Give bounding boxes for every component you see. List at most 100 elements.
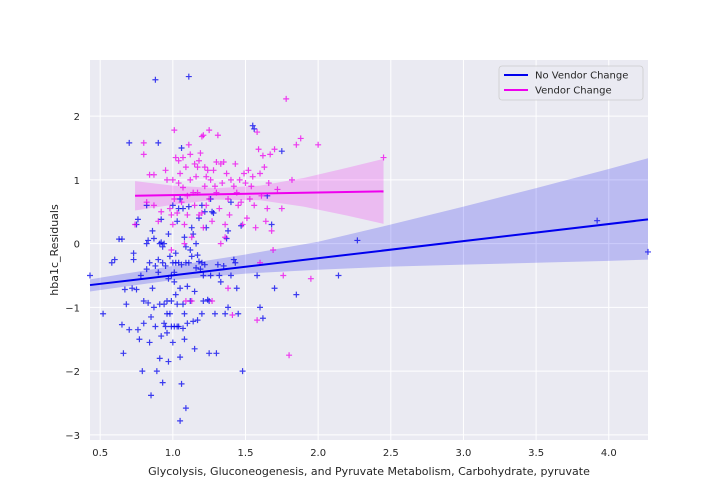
point-series-0 [87, 272, 93, 279]
point-series-1 [200, 224, 207, 231]
point-series-1 [232, 160, 239, 167]
point-series-1 [214, 132, 221, 139]
point-series-1 [227, 176, 234, 183]
point-series-1 [257, 170, 264, 177]
y-tick-label: −3 [65, 431, 80, 442]
point-series-0 [239, 368, 246, 375]
point-series-0 [207, 272, 214, 279]
point-series-1 [200, 132, 207, 139]
point-series-0 [120, 350, 127, 357]
point-series-1 [158, 208, 165, 215]
point-series-0 [181, 336, 188, 343]
x-tick-label: 3.5 [528, 448, 544, 459]
point-series-1 [203, 202, 210, 209]
point-series-0 [181, 234, 188, 241]
point-series-0 [165, 358, 172, 365]
point-series-1 [283, 95, 290, 102]
point-series-0 [149, 285, 156, 292]
point-series-1 [191, 202, 198, 209]
point-series-0 [201, 261, 208, 268]
point-series-0 [177, 417, 184, 424]
point-series-0 [155, 256, 162, 263]
point-series-1 [241, 170, 248, 177]
point-series-0 [206, 350, 213, 357]
point-series-1 [209, 218, 216, 225]
point-series-1 [164, 176, 171, 183]
point-series-0 [645, 248, 651, 255]
point-series-1 [140, 151, 147, 158]
point-series-1 [194, 164, 201, 171]
point-series-0 [145, 237, 152, 244]
point-series-0 [169, 339, 176, 346]
point-series-0 [257, 304, 264, 311]
point-series-0 [136, 336, 143, 343]
point-series-0 [188, 224, 195, 231]
point-series-0 [143, 240, 150, 247]
point-series-1 [211, 183, 218, 190]
point-series-1 [206, 127, 213, 134]
point-series-1 [239, 221, 246, 228]
point-series-0 [216, 272, 223, 279]
point-series-1 [210, 167, 217, 174]
y-tick-labels: −3 −2 −1 0 1 2 [65, 112, 80, 442]
point-series-0 [211, 310, 218, 317]
point-series-0 [251, 125, 258, 132]
point-series-0 [190, 318, 197, 325]
point-series-0 [184, 283, 191, 290]
point-series-0 [161, 240, 168, 247]
point-series-0 [293, 291, 300, 298]
point-series-1 [166, 205, 173, 212]
point-series-0 [180, 205, 186, 212]
point-series-0 [181, 310, 188, 317]
point-series-1 [267, 151, 274, 158]
point-series-0 [185, 203, 192, 210]
point-series-0 [172, 250, 179, 257]
point-series-1 [229, 312, 236, 319]
point-series-0 [130, 256, 137, 263]
point-series-1 [225, 285, 232, 292]
point-series-0 [235, 310, 242, 317]
point-series-1 [236, 176, 243, 183]
point-series-1 [162, 167, 169, 174]
point-series-1 [132, 221, 139, 228]
point-series-1 [143, 199, 150, 206]
point-series-0 [354, 237, 361, 244]
point-series-0 [165, 231, 172, 238]
point-series-0 [195, 258, 202, 265]
point-series-0 [150, 235, 157, 242]
point-series-1 [216, 205, 223, 212]
point-series-0 [227, 272, 234, 279]
point-series-0 [191, 345, 198, 352]
point-series-0 [182, 243, 189, 250]
point-series-1 [307, 275, 314, 282]
point-series-0 [150, 304, 157, 311]
point-series-1 [280, 272, 287, 279]
point-series-0 [225, 227, 232, 234]
legend-label-1: Vendor Change [535, 86, 612, 97]
grid-lines [90, 60, 648, 440]
point-series-0 [335, 272, 342, 279]
x-tick-labels: 0.5 1.0 1.5 2.0 2.5 3.0 3.5 4.0 [92, 448, 617, 459]
point-series-0 [249, 122, 256, 129]
point-series-1 [222, 221, 229, 228]
point-series-0 [220, 262, 227, 269]
point-series-1 [177, 170, 184, 177]
point-series-1 [172, 154, 179, 161]
point-series-0 [162, 323, 169, 330]
x-tick-label: 1.0 [165, 448, 181, 459]
point-series-0 [159, 243, 166, 250]
point-series-1 [219, 180, 226, 187]
point-series-0 [198, 310, 205, 317]
point-series-0 [100, 310, 107, 317]
point-series-0 [134, 216, 141, 223]
point-series-1 [261, 164, 268, 171]
point-series-0 [594, 217, 601, 224]
confidence-bands [90, 158, 648, 292]
point-series-0 [146, 259, 153, 266]
point-series-0 [214, 261, 221, 268]
point-series-0 [149, 227, 156, 234]
point-series-1 [254, 317, 261, 324]
point-series-0 [153, 368, 160, 375]
y-tick-label: 0 [74, 240, 80, 251]
point-series-1 [197, 150, 204, 157]
